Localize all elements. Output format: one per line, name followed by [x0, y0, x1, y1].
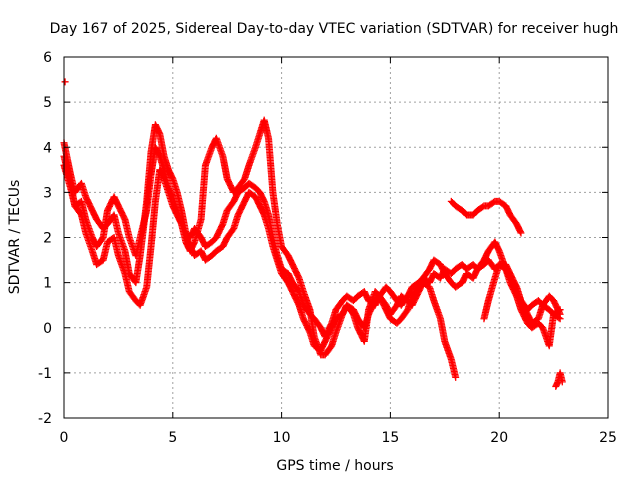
- x-tick-label: 15: [381, 430, 399, 446]
- series-track-f: [552, 369, 566, 390]
- y-tick-label: -2: [38, 411, 52, 427]
- data-point-track-b: [452, 373, 460, 381]
- y-tick-label: 3: [43, 185, 52, 201]
- data-points: [60, 78, 566, 390]
- y-tick-label: 2: [43, 231, 52, 247]
- y-tick-label: -1: [38, 366, 52, 382]
- y-tick-label: 1: [43, 276, 52, 292]
- series-outlier: [61, 78, 69, 86]
- y-tick-label: 6: [43, 50, 52, 66]
- series-track-d: [447, 197, 525, 237]
- data-point-track-f: [558, 378, 566, 386]
- x-tick-label: 5: [168, 430, 177, 446]
- data-point-track-d: [517, 229, 525, 237]
- y-tick-label: 0: [43, 321, 52, 337]
- x-tick-label: 10: [273, 430, 291, 446]
- y-tick-label: 4: [43, 140, 52, 156]
- data-point-outlier: [61, 78, 69, 86]
- series-track-c: [60, 152, 564, 354]
- y-axis-label: SDTVAR / TECUs: [7, 180, 23, 295]
- y-tick-label: 5: [43, 95, 52, 111]
- x-tick-label: 20: [490, 430, 508, 446]
- axis-ticks: 0 5 10 15 20 25 -2 -1 0 1 2 3 4 5 6: [38, 50, 617, 446]
- x-axis-label: GPS time / hours: [276, 458, 393, 474]
- x-tick-label: 25: [599, 430, 617, 446]
- data-point-track-e: [556, 310, 564, 318]
- data-point-track-e: [555, 309, 563, 317]
- series-track-e: [480, 261, 564, 327]
- x-tick-label: 0: [60, 430, 69, 446]
- chart-title: Day 167 of 2025, Sidereal Day-to-day VTE…: [50, 21, 619, 37]
